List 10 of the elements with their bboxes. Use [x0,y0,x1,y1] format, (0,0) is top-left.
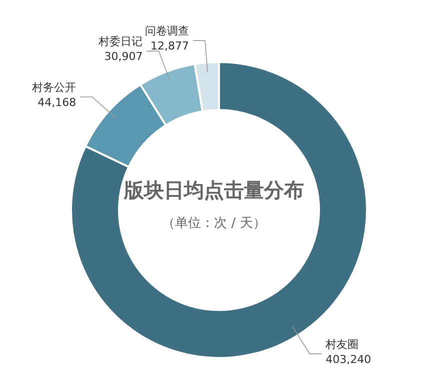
text: 版块日均点击量分布 [123,178,304,202]
data-label: 30,907 [104,50,143,64]
slice-label: 村务公开 [31,80,76,94]
data-label: 12,877 [150,40,190,53]
data-label: 44,168 [38,96,76,109]
text: （单位：次 / 天） [162,216,266,231]
slice-label: 村友圈 [324,338,359,351]
slice-label: 问卷调查 [145,24,190,38]
slice-label: 村委日记 [98,35,143,48]
data-label: 403,240 [326,352,372,366]
